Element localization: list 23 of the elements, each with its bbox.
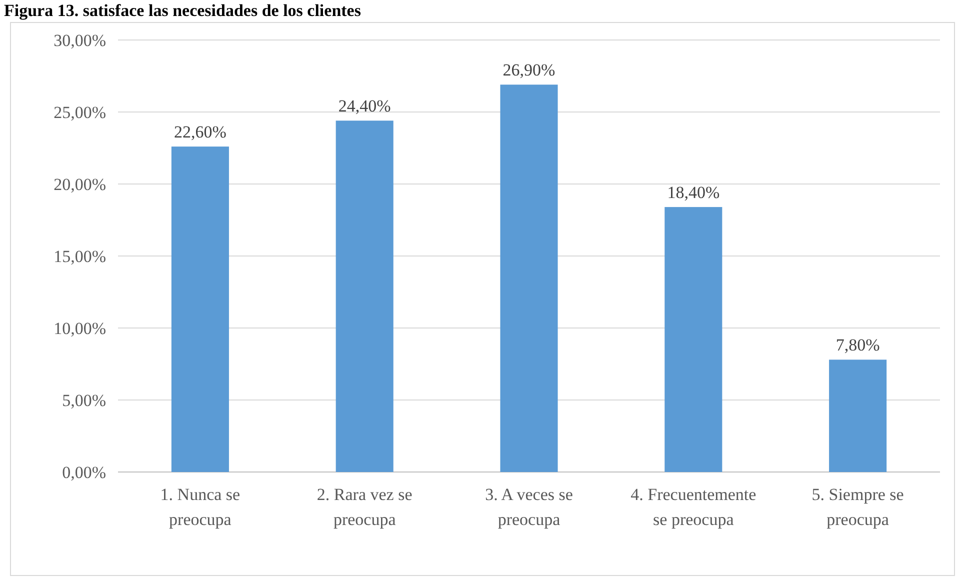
x-tick-label: 4. Frecuentemente se preocupa [630, 485, 756, 529]
data-label: 18,40% [667, 183, 720, 202]
data-label: 26,90% [502, 60, 556, 80]
y-tick-label: 30,00% [54, 30, 106, 50]
y-tick-label: 0,00% [62, 462, 106, 482]
x-tick-label: 5. Siempre se preocupa [812, 485, 904, 529]
bar [664, 207, 722, 472]
y-tick-label: 10,00% [54, 318, 106, 338]
x-tick-label: 3. A veces se preocupa [485, 485, 573, 529]
bar [171, 146, 229, 472]
data-label: 22,60% [174, 122, 226, 142]
y-tick-label: 25,00% [54, 102, 106, 122]
bar [829, 360, 887, 472]
y-tick-label: 5,00% [62, 390, 106, 410]
y-tick-label: 20,00% [54, 174, 106, 194]
x-tick-label: 2. Rara vez se preocupa [316, 485, 412, 529]
bar [500, 84, 558, 472]
data-label: 7,80% [836, 336, 880, 355]
chart-title: Figura 13. satisface las necesidades de los clientes [4, 1, 362, 20]
data-label: 24,40% [338, 96, 391, 116]
y-tick-label: 15,00% [54, 246, 106, 266]
bar [336, 120, 394, 472]
x-tick-label: 1. Nunca se preocupa [160, 485, 240, 529]
